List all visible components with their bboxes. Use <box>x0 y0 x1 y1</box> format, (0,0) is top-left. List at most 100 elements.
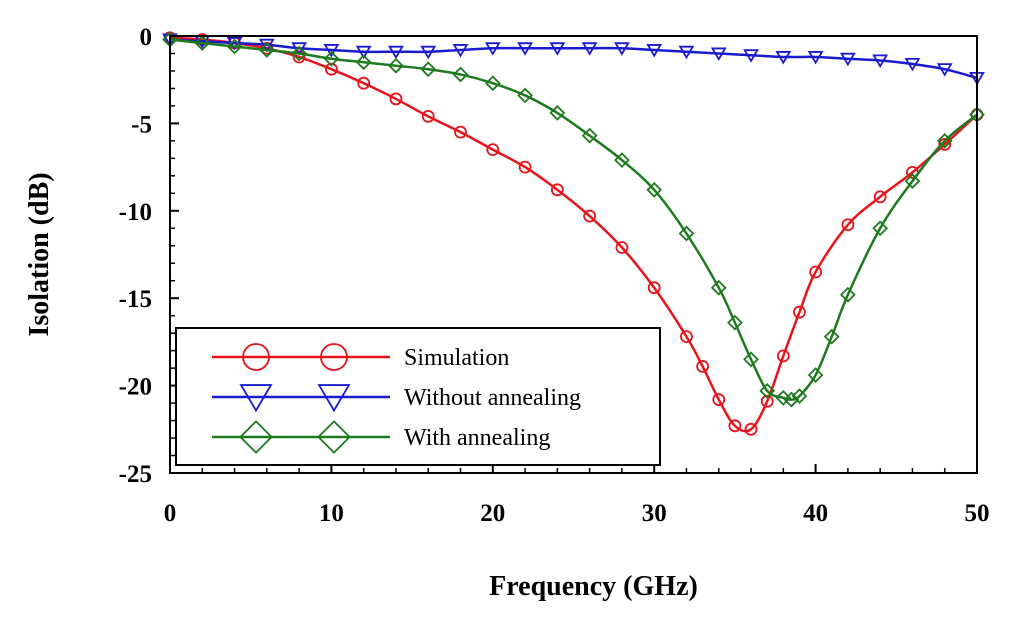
series-layer <box>162 31 985 436</box>
y-tick-label: -20 <box>119 374 152 401</box>
data-point-simulation <box>615 241 629 254</box>
data-point-with-annealing <box>840 286 856 303</box>
legend-entry-with-annealing: With annealing <box>212 420 550 454</box>
legend-marker-simulation <box>242 343 270 371</box>
data-point-simulation <box>421 110 435 123</box>
series-with-annealing <box>162 31 985 408</box>
y-axis-title: Isolation (dB) <box>24 172 55 336</box>
legend-marker-with-annealing <box>317 420 351 454</box>
data-point-with-annealing <box>759 382 776 399</box>
data-point-with-annealing <box>355 54 372 71</box>
data-point-simulation <box>744 422 758 436</box>
series-line-simulation <box>169 36 978 433</box>
series-line-with-annealing <box>169 38 978 401</box>
data-point-with-annealing <box>807 367 824 383</box>
data-point-simulation <box>760 394 774 408</box>
data-point-simulation <box>389 92 403 106</box>
legend-marker-simulation <box>320 343 348 371</box>
data-point-with-annealing <box>727 314 743 331</box>
data-point-with-annealing <box>743 351 759 368</box>
data-point-with-annealing <box>823 328 840 345</box>
x-tick-label: 0 <box>164 500 177 527</box>
data-point-simulation <box>712 393 726 406</box>
data-point-with-annealing <box>323 50 340 67</box>
data-point-simulation <box>696 359 710 373</box>
plot-frame <box>169 35 978 474</box>
data-point-without-annealing <box>549 42 566 56</box>
y-tick-label: -15 <box>119 286 152 313</box>
data-point-simulation <box>776 349 790 363</box>
data-point-without-annealing <box>355 45 372 60</box>
data-point-with-annealing <box>936 133 953 149</box>
data-point-without-annealing <box>872 54 889 68</box>
data-point-with-annealing <box>194 35 211 51</box>
data-point-simulation <box>873 190 887 204</box>
legend-marker-without-annealing <box>239 384 273 413</box>
data-point-without-annealing <box>807 51 824 65</box>
data-point-with-annealing <box>484 75 501 92</box>
data-point-without-annealing <box>388 45 404 60</box>
data-point-simulation <box>809 265 822 279</box>
data-point-simulation <box>518 160 532 174</box>
data-point-simulation <box>486 143 500 157</box>
data-point-simulation <box>357 76 371 90</box>
data-point-without-annealing <box>291 42 308 56</box>
x-tick-label: 40 <box>803 500 828 527</box>
legend-entry-simulation: Simulation <box>212 343 509 371</box>
data-point-with-annealing <box>646 181 663 198</box>
data-point-with-annealing <box>291 45 307 62</box>
data-point-with-annealing <box>549 105 566 121</box>
data-point-without-annealing <box>743 49 759 63</box>
data-point-without-annealing <box>936 63 953 77</box>
y-tick-label: -5 <box>131 111 152 138</box>
x-tick-label: 20 <box>480 500 505 527</box>
legend-entry-without-annealing: Without annealing <box>212 384 581 413</box>
data-point-simulation <box>550 183 564 197</box>
data-point-without-annealing <box>710 47 727 61</box>
legend-label-without-annealing: Without annealing <box>404 385 581 411</box>
tick-layer: 0 10 20 30 40 50 0 -5 -10 -15 -20 -25 <box>119 24 990 527</box>
data-point-without-annealing <box>614 42 630 56</box>
data-point-with-annealing <box>517 87 533 104</box>
data-point-simulation <box>680 330 693 344</box>
data-point-simulation <box>728 419 742 433</box>
data-point-without-annealing <box>581 42 598 56</box>
data-point-without-annealing <box>839 52 856 67</box>
data-point-with-annealing <box>581 127 598 144</box>
x-tick-label: 30 <box>642 500 667 527</box>
data-point-without-annealing <box>420 45 437 60</box>
data-point-with-annealing <box>226 38 243 55</box>
legend-marker-without-annealing <box>317 384 351 413</box>
data-point-simulation <box>195 33 209 46</box>
data-point-with-annealing <box>710 279 727 296</box>
data-point-with-annealing <box>783 391 800 408</box>
data-point-simulation <box>841 218 855 232</box>
data-point-simulation <box>793 305 806 319</box>
data-point-without-annealing <box>775 51 792 65</box>
data-point-with-annealing <box>791 388 808 404</box>
legend: Simulation Without annealing With annealin… <box>175 327 661 466</box>
data-point-without-annealing <box>678 45 695 60</box>
x-tick-label: 10 <box>319 500 344 527</box>
y-tick-label: -25 <box>119 461 152 488</box>
x-tick-label: 50 <box>965 500 990 527</box>
data-point-simulation <box>938 137 952 151</box>
y-tick-label: -10 <box>119 199 152 226</box>
legend-label-with-annealing: With annealing <box>404 425 550 451</box>
data-point-simulation <box>324 62 338 76</box>
data-point-with-annealing <box>258 42 275 58</box>
data-point-simulation <box>647 281 661 295</box>
data-point-without-annealing <box>323 44 340 58</box>
data-point-simulation <box>292 50 306 64</box>
y-tick-label: 0 <box>140 24 153 51</box>
data-point-without-annealing <box>484 42 501 56</box>
data-point-with-annealing <box>388 57 404 74</box>
data-point-with-annealing <box>614 152 630 168</box>
data-point-with-annealing <box>678 225 695 242</box>
legend-label-simulation: Simulation <box>404 345 509 371</box>
data-point-with-annealing <box>420 61 437 78</box>
data-point-without-annealing <box>452 44 469 58</box>
legend-marker-with-annealing <box>239 420 273 454</box>
x-axis-title: Frequency (GHz) <box>489 571 698 602</box>
